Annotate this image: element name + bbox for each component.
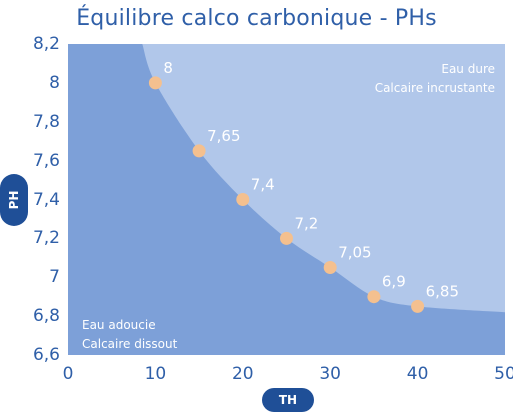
x-tick-label-1: 10 [144,364,167,384]
y-tick-label-5: 7,2 [32,228,60,249]
y-tick-label-3: 7,6 [32,150,60,171]
upper-region-line-0: Eau dure [441,62,495,76]
upper-region-line-1: Calcaire incrustante [374,80,495,95]
y-tick-label-8: 6,6 [32,345,60,365]
x-tick-label-0: 0 [62,364,74,384]
chart-title: Équilibre calco carbonique - PHs [76,6,437,31]
data-point-2 [236,193,250,206]
y-tick-label-7: 6,8 [32,306,60,327]
data-point-1 [192,144,206,158]
x-tick-label-3: 30 [319,364,341,384]
x-tick-label-4: 40 [406,364,429,384]
data-label-2: 7,4 [251,176,275,194]
data-label-3: 7,2 [295,214,319,232]
x-tick-label-2: 20 [231,364,254,384]
upper-region-text: Eau dure Calcaire incrustante [375,60,495,97]
y-tick-label-1: 8 [49,72,60,93]
data-point-4 [323,261,337,275]
lower-region-line-0: Eau adoucie [82,318,156,332]
data-label-1: 7,65 [207,127,240,145]
data-point-0 [148,76,162,90]
y-tick-label-2: 7,8 [32,111,60,132]
lower-region-text: Eau adoucie Calcaire dissout [82,316,177,353]
data-label-6: 6,85 [426,282,459,300]
upper-region [142,44,506,313]
lower-region-line-1: Calcaire dissout [82,336,178,351]
x-axis-label: TH [262,388,314,412]
y-tick-label-0: 8,2 [32,34,60,54]
data-point-5 [367,290,381,304]
data-label-4: 7,05 [338,244,371,262]
y-tick-label-4: 7,4 [32,189,60,210]
y-tick-label-6: 7 [49,267,60,288]
data-label-5: 6,9 [382,273,406,291]
x-tick-label-5: 50 [494,364,513,384]
data-point-6 [411,299,425,313]
data-label-0: 8 [163,59,173,77]
data-point-3 [280,231,293,245]
